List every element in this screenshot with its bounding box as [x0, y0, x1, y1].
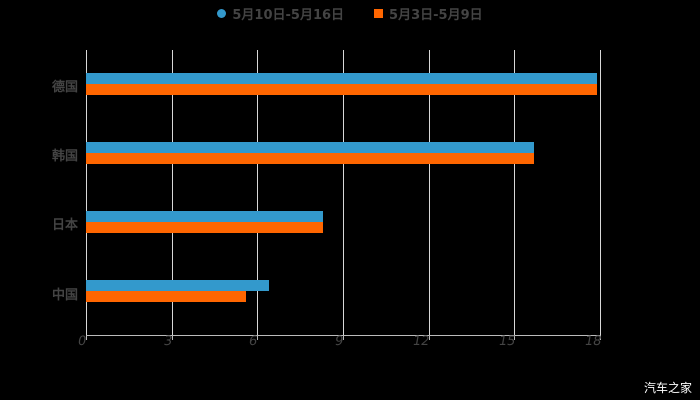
category-label-china: 中国: [51, 288, 78, 303]
category-label-germany: 德国: [51, 80, 78, 95]
gridline: [600, 50, 601, 335]
category-label-korea: 韩国: [51, 149, 78, 164]
x-tick-label: 9: [333, 334, 345, 349]
x-tick: [343, 335, 344, 340]
legend-swatch-blue-icon: [217, 9, 227, 18]
gridline: [86, 50, 87, 335]
bar-korea-series-1[interactable]: [86, 142, 535, 153]
legend-label: 5月10日-5月16日: [232, 8, 345, 23]
x-tick-label: 3: [162, 334, 174, 349]
gridline: [514, 50, 516, 335]
gridline: [428, 50, 430, 335]
x-tick: [257, 335, 259, 340]
x-tick: [428, 335, 430, 340]
x-tick-label: 15: [497, 334, 517, 349]
x-tick: [514, 335, 516, 340]
x-tick-label: 6: [247, 334, 259, 349]
bar-china-series-1[interactable]: [86, 280, 269, 291]
legend-swatch-orange-icon: [374, 9, 384, 18]
gridline: [171, 50, 173, 335]
x-tick-label: 12: [411, 334, 431, 349]
plot-area: [86, 50, 601, 340]
x-tick: [171, 335, 173, 340]
x-tick-label: 0: [76, 334, 88, 349]
category-label-japan: 日本: [51, 218, 78, 233]
bar-germany-series-2[interactable]: [86, 84, 598, 95]
gridline: [257, 50, 259, 335]
bar-japan-series-1[interactable]: [86, 211, 323, 222]
x-tick: [86, 335, 87, 340]
bar-japan-series-2[interactable]: [86, 222, 323, 233]
bar-germany-series-1[interactable]: [86, 73, 598, 84]
x-tick: [600, 335, 601, 340]
bar-korea-series-2[interactable]: [86, 153, 535, 164]
legend-label: 5月3日-5月9日: [389, 8, 483, 23]
legend-item-series-1[interactable]: 5月10日-5月16日: [217, 4, 344, 23]
watermark-logo: 汽车之家: [643, 381, 692, 395]
x-tick-label: 18: [583, 334, 603, 349]
chart-legend: 5月10日-5月16日 5月3日-5月9日: [0, 4, 700, 23]
bar-china-series-2[interactable]: [86, 291, 246, 302]
gridline: [343, 50, 344, 335]
legend-item-series-2[interactable]: 5月3日-5月9日: [374, 4, 483, 23]
